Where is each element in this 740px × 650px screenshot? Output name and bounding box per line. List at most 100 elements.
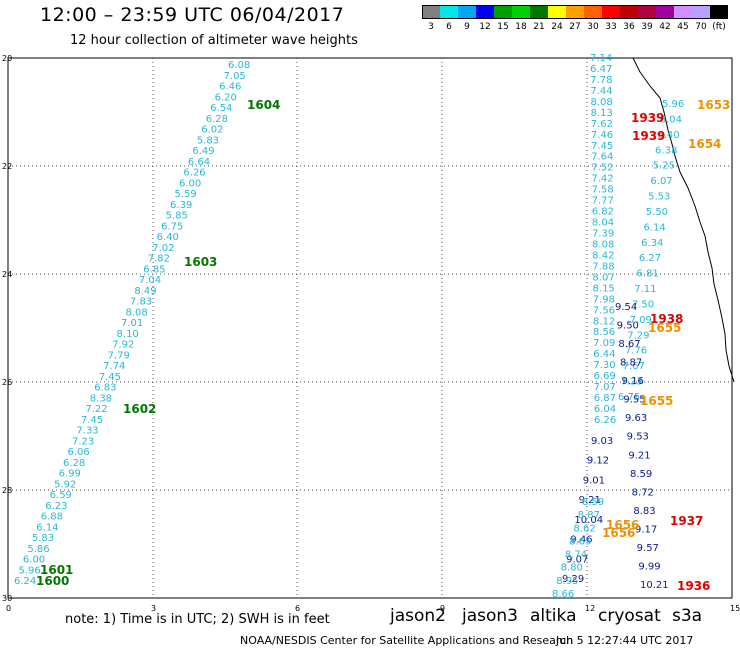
track-value: 9.46	[570, 535, 592, 546]
track-value: 6.46	[219, 82, 241, 93]
track-value: 6.07	[650, 176, 672, 187]
track-value: 9.07	[566, 554, 588, 565]
colorbar-swatch	[692, 5, 710, 19]
colorbar-label: 15	[497, 22, 509, 32]
track-value: 6.20	[215, 92, 237, 103]
track-value: 6.02	[201, 125, 223, 136]
track-value: 6.44	[593, 349, 615, 360]
colorbar-label: 24	[551, 22, 563, 32]
track-value: 7.22	[85, 404, 107, 415]
colorbar-swatch	[458, 5, 476, 19]
colorbar-label: 33	[605, 22, 617, 32]
colorbar-label: 39	[641, 22, 653, 32]
track-value: 6.34	[641, 238, 663, 249]
sat-legend-s3a: s3a	[672, 606, 703, 626]
track-value: 6.54	[210, 103, 232, 114]
track-value: 6.59	[50, 490, 72, 501]
track-value: 8.95	[556, 576, 578, 587]
track-value: 9.21	[628, 450, 650, 461]
colorbar-swatch	[602, 5, 620, 19]
colorbar-label: 6	[446, 22, 452, 32]
y-tick-label: 24	[2, 270, 12, 279]
track-value: 8.59	[630, 469, 652, 480]
track-value: 8.49	[134, 286, 156, 297]
track-value: 8.07	[592, 272, 614, 283]
track-value: 8.67	[618, 339, 640, 350]
track-value: 8.62	[573, 523, 595, 534]
y-tick-label: 30	[2, 594, 12, 603]
colorbar-swatch	[494, 5, 512, 19]
track-value: 7.79	[108, 350, 130, 361]
track-value: 7.58	[591, 185, 613, 196]
pass-time-label: 1654	[688, 137, 721, 151]
track-value: 7.44	[590, 86, 612, 97]
track-value: 7.88	[592, 261, 614, 272]
track-value: 7.29	[627, 330, 649, 341]
track-value: 7.74	[103, 361, 125, 372]
track-value: 6.00	[23, 555, 45, 566]
pass-time-label: 1655	[640, 394, 673, 408]
colorbar-label: 42	[659, 22, 671, 32]
track-value: 9.03	[591, 436, 613, 447]
colorbar-label: 27	[569, 22, 581, 32]
track-value: 9.99	[638, 561, 660, 572]
track-value: 8.80	[561, 563, 583, 574]
track-value: 5.59	[175, 189, 197, 200]
map-grid	[8, 58, 732, 598]
track-value: 6.04	[594, 404, 616, 415]
track-value: 8.72	[632, 487, 654, 498]
track-value: 6.64	[188, 157, 210, 168]
colorbar-swatch	[674, 5, 692, 19]
track-value: 6.38	[655, 145, 677, 156]
track-value: 9.55	[623, 395, 645, 406]
track-value: 8.10	[117, 329, 139, 340]
track-value: 5.83	[32, 533, 54, 544]
track-value: 7.09	[593, 338, 615, 349]
track-value: 8.56	[593, 327, 615, 338]
map-border	[7, 57, 733, 599]
track-value: 7.78	[590, 75, 612, 86]
track-value: 6.27	[639, 253, 661, 264]
track-value: 6.26	[594, 415, 616, 426]
track-value: 6.99	[59, 469, 81, 480]
track-value: 6.26	[183, 168, 205, 179]
coastline	[632, 57, 735, 383]
x-tick-label: 0	[6, 604, 11, 613]
track-value: 9.16	[622, 376, 644, 387]
track-value: 6.24	[14, 576, 36, 587]
track-value: 9.12	[587, 456, 609, 467]
track-value: 5.85	[166, 211, 188, 222]
pass-time-label: 1939	[632, 129, 665, 143]
track-value: 5.96	[662, 99, 684, 110]
track-value: 7.23	[72, 436, 94, 447]
y-tick-label: 22	[2, 162, 12, 171]
track-value: 6.85	[143, 264, 165, 275]
track-value: 7.07	[594, 382, 616, 393]
track-value: 8.38	[90, 393, 112, 404]
track-value: 8.74	[565, 550, 587, 561]
credit-line: NOAA/NESDIS Center for Satellite Applica…	[240, 634, 574, 647]
track-values: 6.087.056.466.206.546.286.025.836.496.64…	[14, 53, 684, 600]
track-value: 6.87	[594, 393, 616, 404]
track-value: 6.83	[94, 383, 116, 394]
pass-time-label: 1936	[677, 579, 710, 593]
track-value: 8.65	[569, 536, 591, 547]
track-value: 7.01	[121, 318, 143, 329]
track-value: 8.08	[590, 97, 612, 108]
track-value: 5.86	[27, 544, 49, 555]
colorbar-swatch	[638, 5, 656, 19]
pass-time-label: 1602	[123, 402, 156, 416]
track-value: 9.57	[637, 543, 659, 554]
track-value: 9.17	[635, 524, 657, 535]
pass-time-label: 1939	[631, 111, 664, 125]
track-value: 6.23	[45, 501, 67, 512]
page-subtitle: 12 hour collection of altimeter wave hei…	[70, 33, 358, 48]
colorbar-swatch	[620, 5, 638, 19]
track-value: 7.23	[620, 377, 642, 388]
colorbar-label: 18	[515, 22, 527, 32]
track-value: 7.67	[623, 361, 645, 372]
colorbar-swatch	[512, 5, 530, 19]
track-value: 8.12	[593, 316, 615, 327]
